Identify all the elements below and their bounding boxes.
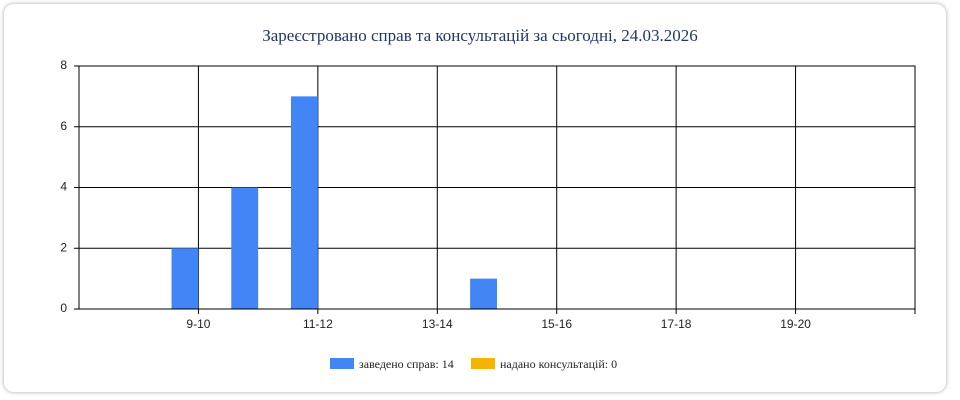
y-tick-label: 6 bbox=[60, 119, 67, 133]
bar bbox=[231, 187, 259, 309]
x-tick-label: 9-10 bbox=[186, 317, 210, 331]
y-tick-label: 4 bbox=[60, 180, 67, 194]
x-tick-label: 17-18 bbox=[661, 317, 692, 331]
chart-title: Зареєстровано справ та консультацій за с… bbox=[262, 26, 698, 45]
legend-swatch bbox=[330, 358, 354, 369]
legend-label: заведено справ: 14 bbox=[359, 357, 454, 371]
chart-card bbox=[4, 4, 946, 392]
x-tick-label: 11-12 bbox=[303, 317, 333, 331]
plot-frame bbox=[78, 65, 916, 310]
x-tick-label: 13-14 bbox=[422, 317, 453, 331]
y-tick-label: 8 bbox=[60, 58, 67, 72]
legend-label: надано консультацій: 0 bbox=[500, 357, 617, 371]
x-tick-label: 19-20 bbox=[780, 317, 811, 331]
bar bbox=[470, 278, 497, 309]
bar bbox=[290, 96, 318, 309]
legend-swatch bbox=[471, 358, 495, 369]
x-tick-label: 15-16 bbox=[541, 317, 572, 331]
bar bbox=[171, 248, 199, 309]
y-tick-label: 0 bbox=[60, 301, 67, 315]
y-tick-label: 2 bbox=[60, 240, 67, 254]
